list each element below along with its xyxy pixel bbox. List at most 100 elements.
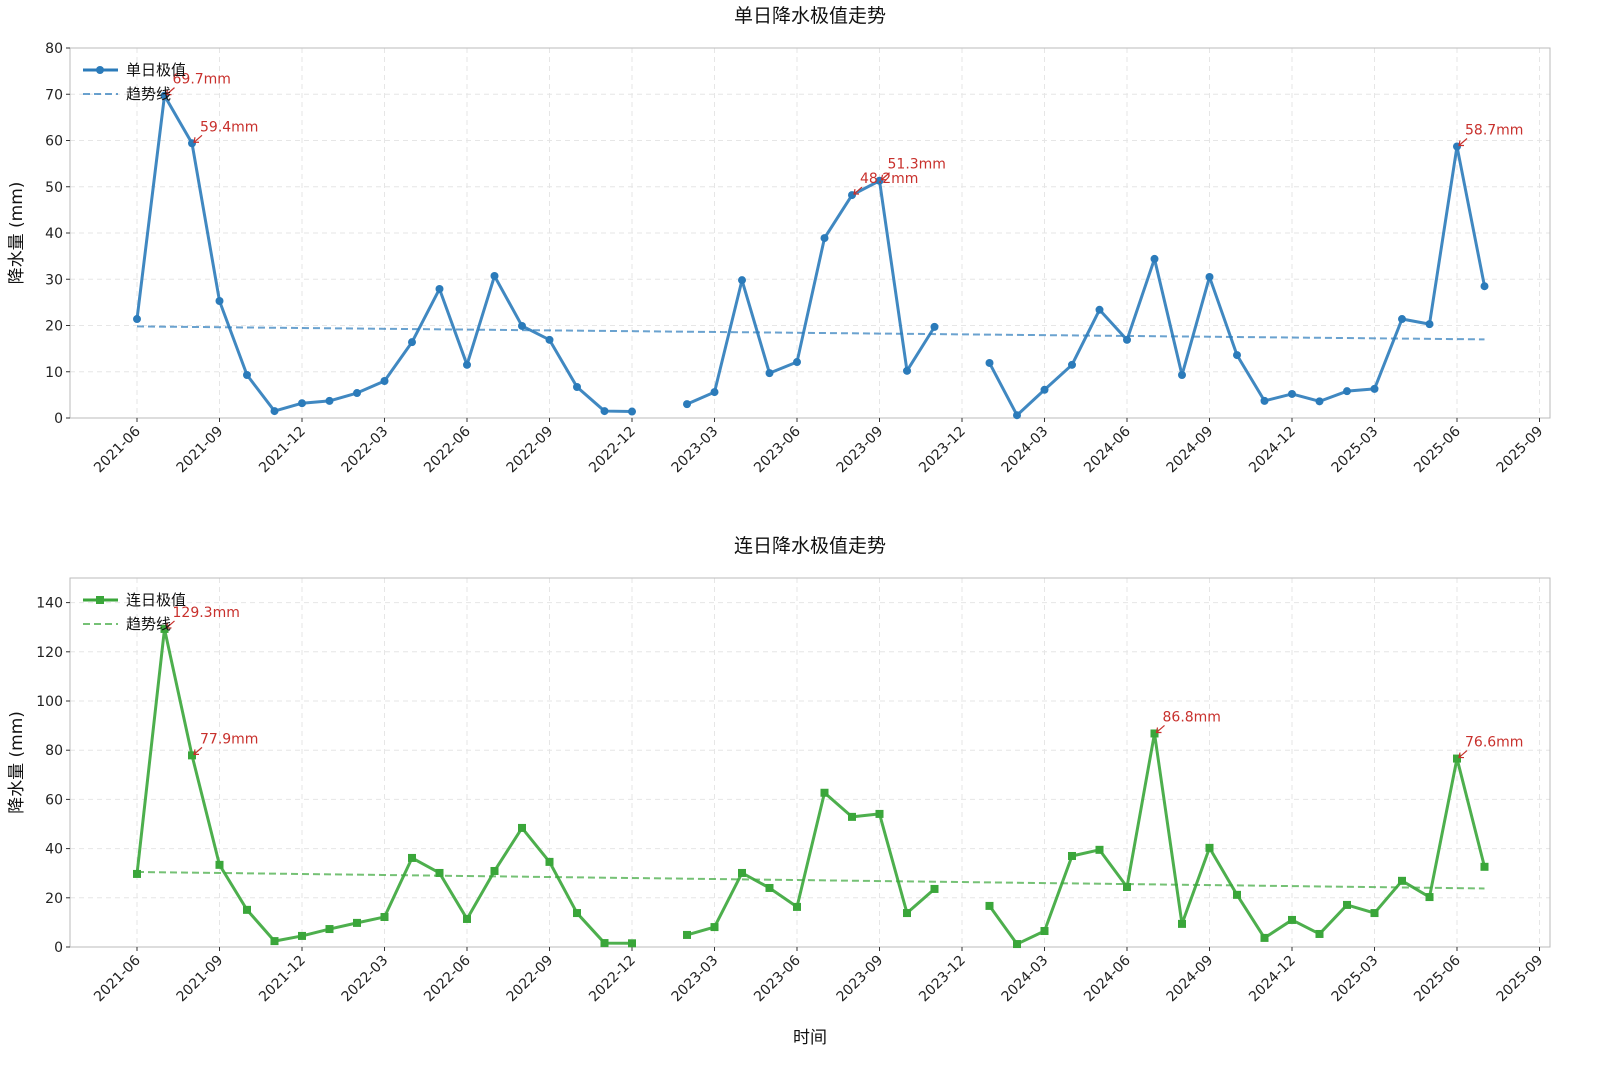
data-point xyxy=(1150,729,1159,738)
annotation-arrowhead xyxy=(1458,752,1464,759)
data-point xyxy=(408,853,416,862)
data-point xyxy=(1453,754,1461,763)
data-point xyxy=(1315,397,1324,406)
y-tick-label: 80 xyxy=(45,743,63,759)
data-point xyxy=(793,358,801,367)
x-tick-label: 2021-12 xyxy=(256,424,309,477)
y-tick-label: 70 xyxy=(45,87,63,103)
data-point xyxy=(903,909,911,918)
data-point xyxy=(1095,305,1104,314)
y-tick-label: 0 xyxy=(54,940,63,956)
x-tick-label: 2021-06 xyxy=(91,952,144,1005)
x-tick-label: 2023-12 xyxy=(916,953,969,1006)
data-point xyxy=(1425,893,1434,902)
y-tick-label: 100 xyxy=(36,694,63,710)
x-tick-label: 2025-06 xyxy=(1411,423,1464,476)
annotation-arrowhead xyxy=(1458,140,1464,147)
data-point xyxy=(518,823,526,832)
data-point xyxy=(490,272,499,281)
annotation-arrowhead xyxy=(165,622,172,629)
data-point xyxy=(1480,282,1489,291)
annotation-label: 69.7mm xyxy=(173,72,231,88)
legend-marker xyxy=(96,596,104,604)
data-point xyxy=(573,383,581,392)
data-point xyxy=(435,868,444,877)
legend-label-series: 连日极值 xyxy=(126,591,186,609)
data-point xyxy=(1205,272,1214,281)
x-tick-label: 2023-03 xyxy=(669,424,722,477)
chart-panel-1: 0 10 20 30 40 50 60 70 80 2021-06 2021-09 2021-12 20… xyxy=(7,5,1551,477)
annotation-arrow xyxy=(1458,750,1468,759)
data-point xyxy=(738,276,746,285)
data-point xyxy=(1205,843,1214,852)
x-tick-label: 2025-09 xyxy=(1494,424,1547,477)
x-tick-label: 2025-06 xyxy=(1411,952,1464,1005)
data-point xyxy=(1068,851,1076,860)
annotation-arrow xyxy=(1458,138,1468,146)
data-point xyxy=(325,925,334,934)
data-point xyxy=(353,918,361,927)
annotation-arrowhead xyxy=(165,89,172,96)
x-tick-label: 2025-09 xyxy=(1494,953,1547,1006)
data-point xyxy=(1398,876,1406,885)
data-point xyxy=(1068,360,1076,369)
x-tick-label: 2021-09 xyxy=(174,424,227,477)
x-tick-label: 2024-09 xyxy=(1164,424,1217,477)
trend-line xyxy=(136,870,1485,890)
x-tick-label: 2024-12 xyxy=(1246,424,1299,477)
data-point xyxy=(793,902,801,911)
x-axis-label: 时间 xyxy=(793,1028,827,1048)
data-point xyxy=(325,396,334,405)
y-tick-label: 80 xyxy=(45,41,63,57)
x-tick-label: 2021-12 xyxy=(256,953,309,1006)
data-point xyxy=(435,284,444,293)
data-point xyxy=(215,860,224,869)
y-tick-label: 20 xyxy=(45,891,63,907)
x-tick-label: 2023-12 xyxy=(916,424,969,477)
x-tick-label: 2021-09 xyxy=(174,953,227,1006)
data-point xyxy=(765,883,774,892)
data-point xyxy=(1343,387,1351,396)
data-point xyxy=(628,939,636,948)
annotation-arrow xyxy=(193,134,203,143)
data-point xyxy=(463,914,471,923)
y-tick-label: 20 xyxy=(45,319,63,335)
data-point xyxy=(1040,385,1049,394)
data-point xyxy=(1013,411,1021,420)
annotation-label: 76.6mm xyxy=(1465,735,1523,751)
y-tick-label: 40 xyxy=(45,842,63,858)
data-point xyxy=(820,788,829,797)
data-point xyxy=(1370,384,1379,393)
data-point xyxy=(930,322,939,331)
legend-marker xyxy=(96,66,104,74)
data-point xyxy=(628,407,636,416)
data-point xyxy=(463,360,471,369)
data-point xyxy=(985,901,994,910)
annotation-arrow xyxy=(881,172,890,181)
data-point xyxy=(1315,929,1324,938)
data-point xyxy=(1425,320,1434,329)
series-line xyxy=(988,731,1486,946)
y-tick-label: 30 xyxy=(45,272,63,288)
y-tick-label: 50 xyxy=(45,180,63,196)
data-point xyxy=(133,869,141,878)
data-point xyxy=(518,321,526,330)
data-point xyxy=(1178,370,1186,379)
data-point xyxy=(380,377,389,385)
data-point xyxy=(765,369,774,378)
x-tick-label: 2024-03 xyxy=(999,953,1052,1006)
y-tick-label: 120 xyxy=(36,645,63,661)
y-tick-label: 0 xyxy=(54,411,63,427)
x-tick-label: 2022-03 xyxy=(339,424,392,477)
x-tick-label: 2025-03 xyxy=(1329,424,1382,477)
data-point xyxy=(298,931,306,940)
data-point xyxy=(710,923,719,932)
x-tick-label: 2023-03 xyxy=(669,953,722,1006)
y-tick-label: 60 xyxy=(45,792,63,808)
y-tick-label: 140 xyxy=(36,596,63,612)
annotation-arrowhead xyxy=(193,137,199,143)
annotation-arrow xyxy=(853,186,863,195)
legend-label-trend: 趋势线 xyxy=(126,615,171,633)
data-point xyxy=(160,624,169,633)
annotation-label: 129.3mm xyxy=(173,605,240,621)
